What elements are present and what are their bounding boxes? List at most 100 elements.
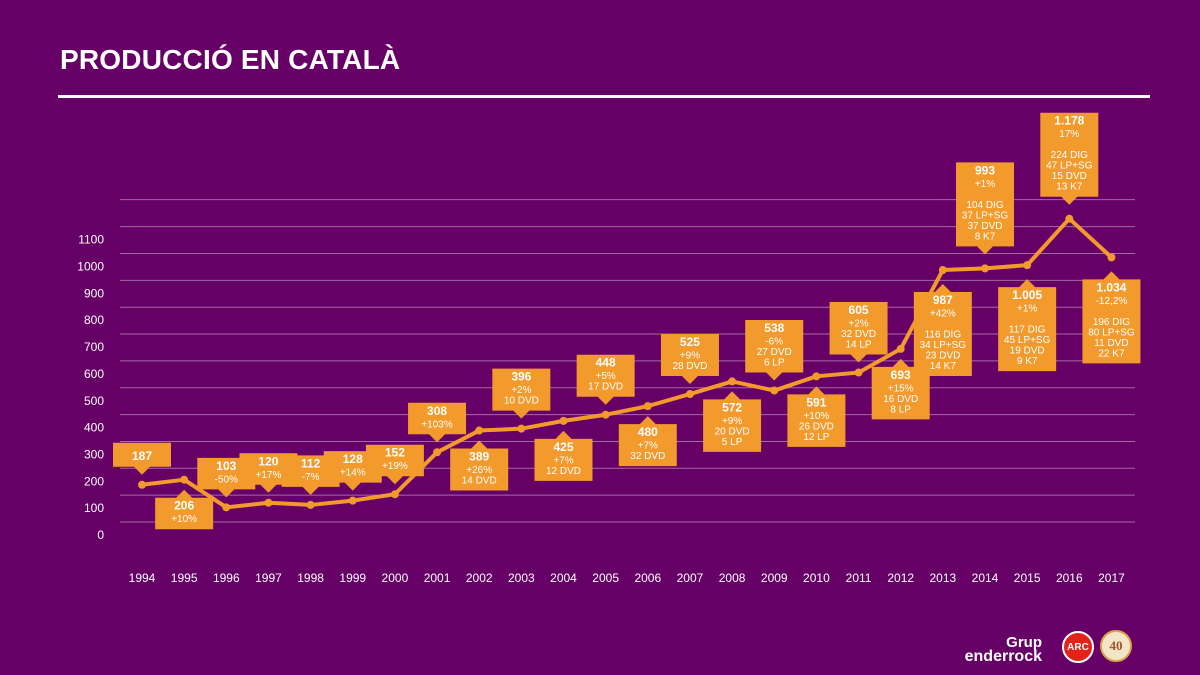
callout-2009-line-2-27-dvd: 27 DVD — [757, 347, 792, 358]
callout-2014-line-1-1: +1% — [975, 179, 995, 190]
callout-2008-line-0-572: 572 — [722, 400, 742, 414]
point-1995 — [180, 475, 189, 484]
callout-2015-line-6-9-k7: 9 K7 — [1017, 356, 1038, 367]
callout-2001: 308+103% — [408, 402, 467, 443]
point-2008 — [728, 377, 737, 386]
callout-2008-line-2-20-dvd: 20 DVD — [715, 426, 750, 437]
callout-2016-line-6-13-k7: 13 K7 — [1056, 182, 1083, 193]
callout-2012-line-0-693: 693 — [891, 368, 911, 382]
callout-2003-line-1-2: +2% — [511, 385, 531, 396]
callout-2011-line-1-2: +2% — [848, 319, 868, 330]
callout-box-2017 — [1082, 271, 1141, 364]
callout-2011-line-3-14-lp: 14 LP — [845, 340, 871, 351]
callout-2016-line-1-17: 17% — [1059, 129, 1079, 140]
callout-1998-line-1-7: -7% — [302, 472, 320, 483]
callout-2005-line-1-5: +5% — [596, 371, 616, 382]
title-divider — [58, 95, 1150, 98]
x-tick-2000: 2000 — [382, 571, 409, 585]
callout-2013-line-1-42: +42% — [930, 308, 956, 319]
logo-grup-text: Grup — [1006, 634, 1042, 651]
callout-box-2014 — [956, 162, 1014, 255]
callout-2005: 448+5%17 DVD — [576, 354, 635, 405]
callout-2001-line-1-103: +103% — [421, 419, 453, 430]
callout-box-2010 — [787, 386, 846, 447]
y-tick-1000: 1000 — [77, 260, 104, 274]
callout-2013-line-3-116-dig: 116 DIG — [925, 329, 962, 340]
arc-logo: ARC — [1062, 631, 1094, 663]
callout-2006: 480 +7%32 DVD — [618, 416, 677, 467]
series-line — [140, 216, 1114, 510]
callout-2013-line-5-23-dvd: 23 DVD — [925, 350, 960, 361]
point-2006 — [643, 402, 652, 411]
callout-2017-line-0-1-034: 1.034 — [1096, 280, 1126, 294]
callout-box-1995 — [155, 489, 214, 530]
callout-box-2009 — [745, 320, 804, 381]
callout-2003: 396+2%10 DVD — [492, 368, 551, 419]
point-2013 — [938, 265, 947, 274]
anniversary-40-logo: 40 — [1100, 630, 1132, 662]
callout-2010-line-2-26-dvd: 26 DVD — [799, 421, 834, 432]
callout-2009-line-3-6-lp: 6 LP — [764, 358, 785, 369]
point-2001 — [433, 448, 442, 457]
callout-box-2016 — [1040, 112, 1099, 205]
y-tick-800: 800 — [84, 313, 104, 327]
point-1996 — [222, 503, 231, 512]
callout-2004-line-1-7: +7% — [553, 455, 573, 466]
point-2005 — [601, 410, 610, 419]
point-1998 — [306, 500, 315, 509]
callout-box-2011 — [829, 302, 888, 363]
y-tick-200: 200 — [84, 474, 104, 488]
callout-2007: 525 +9%28 DVD — [660, 334, 719, 385]
y-tick-300: 300 — [84, 447, 104, 461]
callout-2012-line-1-15: +15% — [888, 383, 914, 394]
data-labels: 187206+10%103-50%120+17%112-7%128+14%152… — [113, 112, 1141, 530]
callout-2013-line-6-14-k7: 14 K7 — [930, 361, 957, 372]
callout-1997-line-0-120: 120 — [258, 454, 278, 468]
callout-2017-line-6-22-k7: 22 K7 — [1098, 348, 1125, 359]
callout-2002: 389+26%14 DVD — [450, 440, 509, 491]
x-tick-2010: 2010 — [803, 571, 830, 585]
callout-2010-line-0-591: 591 — [806, 395, 826, 409]
callout-box-2003 — [492, 368, 551, 419]
callout-2010-line-3-12-lp: 12 LP — [803, 432, 829, 443]
point-2010 — [812, 372, 821, 381]
point-2004 — [559, 416, 568, 425]
x-tick-2002: 2002 — [466, 571, 493, 585]
y-tick-900: 900 — [84, 286, 104, 300]
callout-2006-line-0-480: 480 — [638, 425, 658, 439]
callout-2010-line-1-10: +10% — [803, 411, 829, 422]
callout-1994-line-0-187: 187 — [132, 449, 152, 463]
callout-2005-line-2-17-dvd: 17 DVD — [588, 382, 623, 393]
callout-2017-line-1-12-2: -12,2% — [1096, 296, 1128, 307]
point-1997 — [264, 498, 273, 507]
callout-2012-line-2-16-dvd: 16 DVD — [883, 394, 918, 405]
callout-2014-line-0-993: 993 — [975, 163, 995, 177]
x-tick-2001: 2001 — [424, 571, 451, 585]
callout-2017-line-5-11-dvd: 11 DVD — [1094, 338, 1128, 349]
x-tick-1995: 1995 — [171, 571, 198, 585]
callout-2017-line-4-80-lp-sg: 80 LP+SG — [1088, 327, 1135, 338]
x-tick-1997: 1997 — [255, 571, 282, 585]
callout-1999-line-1-14: +14% — [340, 468, 366, 479]
callout-2000-line-0-152: 152 — [385, 446, 405, 460]
callout-2008-line-1-9: +9% — [722, 416, 742, 427]
y-tick-700: 700 — [84, 340, 104, 354]
callout-2007-line-0-525: 525 — [680, 335, 700, 349]
callout-2008-line-3-5-lp: 5 LP — [722, 437, 743, 448]
callout-2003-line-2-10-dvd: 10 DVD — [504, 396, 539, 407]
x-tick-1999: 1999 — [339, 571, 366, 585]
callout-1998-line-0-112: 112 — [301, 456, 321, 470]
x-axis-ticks: 1994 1995 1996 1997 1998 1999 2000 2001 2002 2003… — [129, 571, 1125, 585]
x-tick-2007: 2007 — [677, 571, 704, 585]
callout-2001-line-0-308: 308 — [427, 404, 447, 418]
callout-2005-line-0-448: 448 — [596, 356, 616, 370]
x-tick-2011: 2011 — [846, 571, 872, 585]
callout-2015-line-4-45-lp-sg: 45 LP+SG — [1004, 335, 1051, 346]
callout-2014-line-4-37-lp-sg: 37 LP+SG — [962, 210, 1009, 221]
callout-2016-line-3-224-dig: 224 DIG — [1051, 150, 1088, 161]
